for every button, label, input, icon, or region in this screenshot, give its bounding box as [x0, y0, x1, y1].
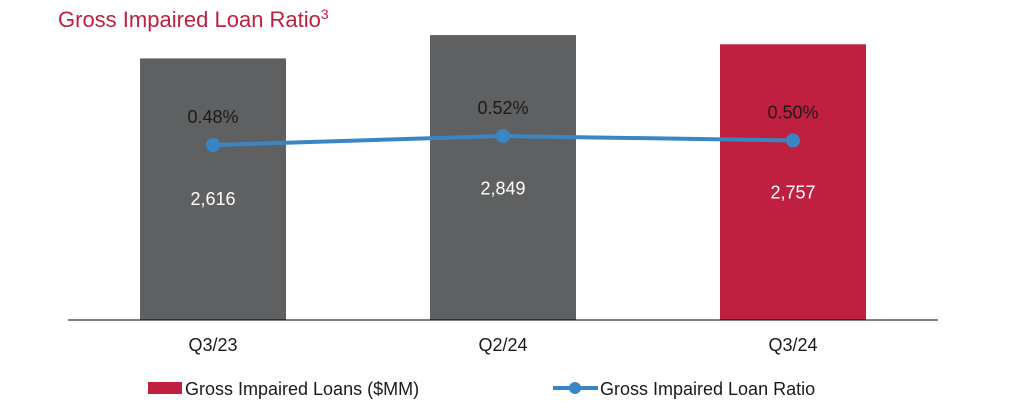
bar-q2-24: [430, 35, 576, 320]
bar-q3-23: [140, 58, 286, 321]
ratio-value-label: 0.50%: [767, 103, 818, 123]
x-axis-ticks: Q3/23 Q2/24 Q3/24: [188, 335, 817, 355]
x-tick-label: Q3/24: [768, 335, 817, 355]
ratio-line-layer: 0.48% 0.52% 0.50%: [187, 98, 819, 152]
x-tick-label: Q3/23: [188, 335, 237, 355]
x-tick-label: Q2/24: [478, 335, 527, 355]
ratio-value-label: 0.52%: [477, 98, 528, 118]
ratio-value-label: 0.48%: [187, 107, 238, 127]
chart-title-footnote: 3: [321, 6, 329, 22]
legend-line-marker: [569, 382, 581, 394]
ratio-point: [496, 129, 510, 143]
ratio-point: [206, 138, 220, 152]
chart-title-text: Gross Impaired Loan Ratio: [58, 7, 321, 32]
bars-layer: 2,616 2,849 2,757: [140, 35, 866, 321]
bar-q3-24: [720, 44, 866, 321]
legend: Gross Impaired Loans ($MM) Gross Impaire…: [148, 379, 815, 399]
bar-value-label: 2,616: [190, 189, 235, 209]
chart-title: Gross Impaired Loan Ratio3: [58, 6, 329, 32]
ratio-point: [786, 133, 800, 148]
legend-bar-swatch: [148, 382, 182, 394]
bar-value-label: 2,849: [480, 179, 525, 199]
bar-value-label: 2,757: [770, 183, 815, 203]
legend-bar-label: Gross Impaired Loans ($MM): [185, 379, 419, 399]
legend-line-label: Gross Impaired Loan Ratio: [600, 379, 815, 399]
